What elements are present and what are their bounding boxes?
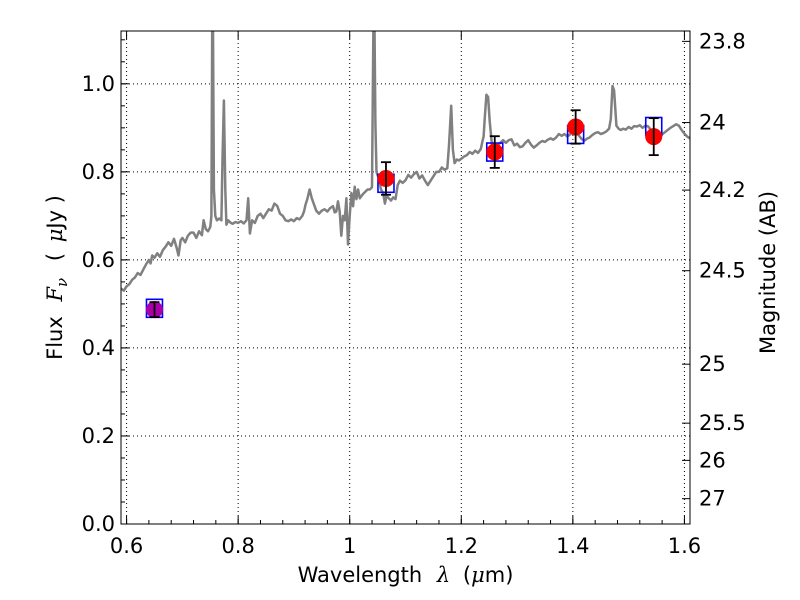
- model-spectrum-layer: [121, 31, 690, 292]
- y-tick-label: 0.6: [82, 248, 115, 272]
- x-axis-label-unit-rest: m): [485, 563, 514, 587]
- y2-tick-label: 25: [699, 352, 726, 376]
- y-tick-label: 0.2: [82, 424, 115, 448]
- model-spectrum-line: [121, 31, 690, 292]
- y2-tick-label: 24: [699, 111, 726, 135]
- x-tick-label: 1.2: [445, 534, 478, 558]
- y-tick-label: 0.4: [82, 336, 115, 360]
- x-tick-label: 1: [343, 534, 356, 558]
- x-axis-label-symbol: λ: [436, 563, 450, 587]
- y2-tick-label: 26: [699, 448, 726, 472]
- y2-tick-label: 24.5: [699, 259, 746, 283]
- axis-ticks: 0.6 0.8 1 1.2 1.4 1.6 0.0 0.2 0.4 0.6 0.8 1.0 23.8 24…: [82, 29, 746, 558]
- y-tick-label: 0.8: [82, 160, 115, 184]
- y-axis-label-symbol: F: [43, 286, 67, 303]
- x-tick-label: 1.6: [668, 534, 701, 558]
- y2-tick-label: 27: [699, 487, 726, 511]
- y-axis-label-unit-mu: μ: [43, 229, 67, 243]
- y2-tick-label: 23.8: [699, 29, 746, 53]
- x-axis-label: Wavelength λ (μm): [298, 563, 514, 587]
- x-tick-label: 0.6: [110, 534, 143, 558]
- y2-tick-label: 25.5: [699, 411, 746, 435]
- observed-photometry-layer: [145, 109, 663, 319]
- y2-tick-label: 24.2: [699, 178, 746, 202]
- y-axis-label-text: Flux: [43, 316, 67, 360]
- y-tick-label: 1.0: [82, 72, 115, 96]
- y-axis-label-unit-rest: Jy ): [43, 195, 67, 231]
- right-axis-label: Magnitude (AB): [756, 191, 780, 354]
- x-axis-label-text: Wavelength: [298, 563, 423, 587]
- plot-frame: [120, 30, 691, 525]
- y-tick-label: 0.0: [82, 512, 115, 536]
- y-axis-label: Flux Fν ( μJy ): [43, 195, 72, 360]
- grid-lines: [121, 31, 690, 525]
- x-tick-label: 1.4: [556, 534, 589, 558]
- y-axis-label-symbol-sub: ν: [53, 278, 71, 287]
- x-axis-label-unit-open: (: [463, 563, 471, 587]
- x-axis-label-unit-mu: μ: [471, 563, 485, 587]
- y-axis-label-unit-open: (: [43, 253, 67, 261]
- x-tick-label: 0.8: [221, 534, 254, 558]
